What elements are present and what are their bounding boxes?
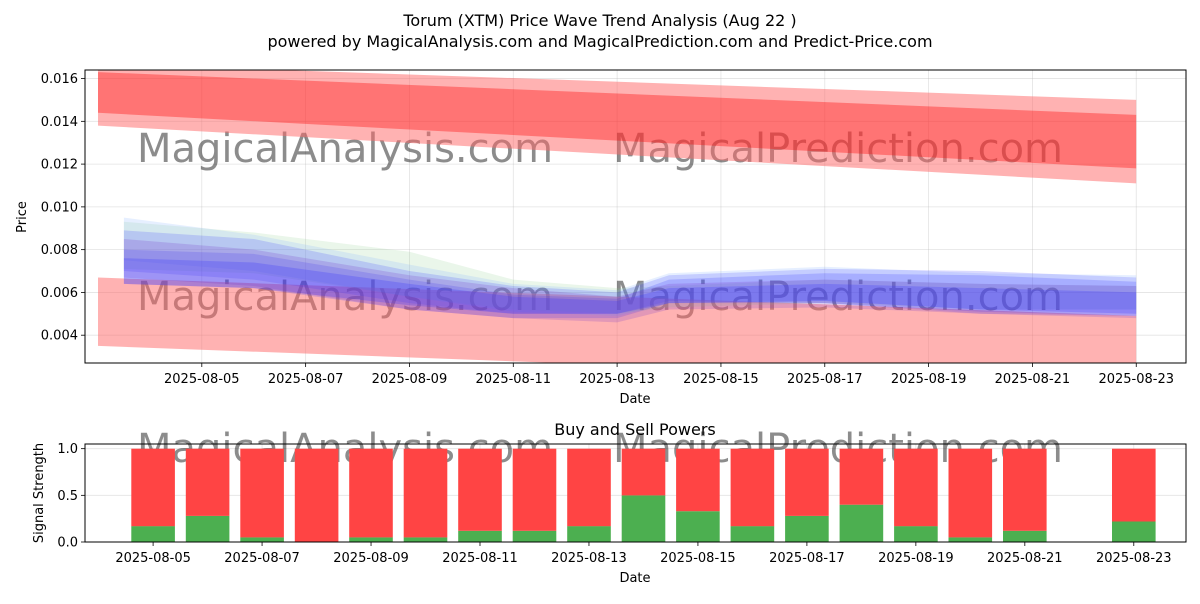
signal-x-tick-label: 2025-08-23 [1096,551,1172,566]
signal-x-tick-label: 2025-08-07 [224,551,300,566]
price-band-5 [123,230,1137,316]
signal-x-tick-label: 2025-08-15 [660,551,736,566]
price-x-tick-label: 2025-08-09 [372,372,448,387]
price-y-tick-label: 0.010 [41,200,78,215]
price-band-7 [123,239,1137,323]
sell-bar [785,448,829,516]
sell-bar [730,448,775,527]
sell-bar [1112,448,1156,522]
signal-x-tick-label: 2025-08-11 [442,551,518,566]
price-x-tick-label: 2025-08-23 [1098,372,1174,387]
sell-bar [185,448,230,516]
price-x-tick-label: 2025-08-21 [995,372,1071,387]
signal-chart-title: Buy and Sell Powers [554,420,716,439]
buy-bar [785,515,829,542]
buy-bar [621,495,666,542]
price-y-tick-label: 0.008 [41,243,78,258]
price-y-tick-label: 0.004 [41,329,78,344]
buy-bar [240,537,284,542]
signal-y-label: Signal Strength [32,443,47,543]
sell-bar [894,448,938,527]
price-x-tick-label: 2025-08-19 [891,372,967,387]
price-plot-border [84,69,1187,364]
sell-bar [458,448,502,531]
buy-bar [403,537,448,542]
signal-x-tick-label: 2025-08-19 [878,551,954,566]
price-band-8 [123,258,1137,314]
price-x-tick-label: 2025-08-07 [268,372,344,387]
sell-bar [403,448,448,538]
buy-bar [676,511,720,542]
signal-y-ticks: 0.0 0.5 1.0 [57,442,85,551]
price-y-tick-label: 0.014 [41,115,78,130]
buy-bar [567,526,611,542]
buy-bar [894,526,938,542]
buy-bar [458,530,502,542]
signal-x-tick-label: 2025-08-05 [115,551,191,566]
price-band-2 [98,277,1137,363]
signal-y-tick-label: 1.0 [57,442,78,457]
buy-bar [1112,521,1156,542]
buy-bar [839,504,884,542]
price-band-1 [98,72,1137,169]
price-bands [98,70,1137,363]
price-band-0 [98,70,1137,184]
price-band-4 [123,217,1137,316]
price-chart: MagicalAnalysis.com MagicalPrediction.co… [15,69,1187,407]
sell-bar [621,448,666,496]
sell-bar [240,448,284,538]
sell-bar [294,448,339,542]
signal-x-tick-label: 2025-08-21 [987,551,1063,566]
signal-y-tick-label: 0.5 [57,489,78,504]
price-y-tick-label: 0.012 [41,158,78,173]
price-x-tick-label: 2025-08-13 [579,372,655,387]
signal-bars [131,448,1156,542]
price-y-tick-label: 0.016 [41,72,78,87]
sell-bar [948,448,993,538]
figure-subtitle: powered by MagicalAnalysis.com and Magic… [267,32,932,51]
buy-bar [349,537,393,542]
buy-bar [185,515,230,542]
signal-x-tick-label: 2025-08-09 [333,551,409,566]
signal-y-tick-label: 0.0 [57,536,78,551]
price-x-tick-label: 2025-08-11 [476,372,552,387]
price-x-tick-label: 2025-08-05 [164,372,240,387]
sell-bar [1003,448,1047,531]
sell-bar [676,448,720,512]
signal-x-tick-label: 2025-08-17 [769,551,845,566]
buy-bar [948,537,993,542]
buy-bar [1003,530,1047,542]
buy-bar [512,530,557,542]
price-band-6 [123,249,1137,319]
price-band-3 [123,221,1137,314]
buy-bar [730,526,775,542]
buy-bar [131,526,175,542]
price-x-tick-label: 2025-08-17 [787,372,863,387]
sell-bar [131,448,175,527]
signal-x-ticks: 2025-08-05 2025-08-07 2025-08-09 2025-08-11… [115,542,1172,566]
signal-x-tick-label: 2025-08-13 [551,551,627,566]
sell-bar [512,448,557,531]
price-x-ticks: 2025-08-05 2025-08-07 2025-08-09 2025-08-11… [164,363,1174,387]
price-y-tick-label: 0.006 [41,286,78,301]
signal-plot-border [84,443,1187,543]
price-y-ticks: 0.004 0.006 0.008 0.010 0.012 0.014 0.016 [41,72,85,344]
signal-chart: Buy and Sell Powers MagicalAnalysis.com … [32,420,1187,586]
sell-bar [349,448,393,538]
sell-bar [839,448,884,505]
price-x-tick-label: 2025-08-15 [683,372,759,387]
signal-x-label: Date [619,571,650,586]
figure-title: Torum (XTM) Price Wave Trend Analysis (A… [402,11,796,30]
price-y-label: Price [15,201,30,233]
price-x-label: Date [619,392,650,407]
sell-bar [567,448,611,527]
